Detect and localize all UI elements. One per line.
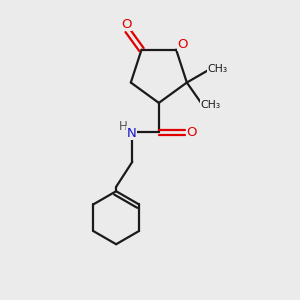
Text: O: O	[187, 126, 197, 139]
Text: O: O	[121, 18, 131, 31]
Text: N: N	[127, 127, 136, 140]
Text: O: O	[177, 38, 188, 51]
Text: CH₃: CH₃	[201, 100, 221, 110]
Text: H: H	[119, 120, 128, 133]
Text: CH₃: CH₃	[208, 64, 228, 74]
